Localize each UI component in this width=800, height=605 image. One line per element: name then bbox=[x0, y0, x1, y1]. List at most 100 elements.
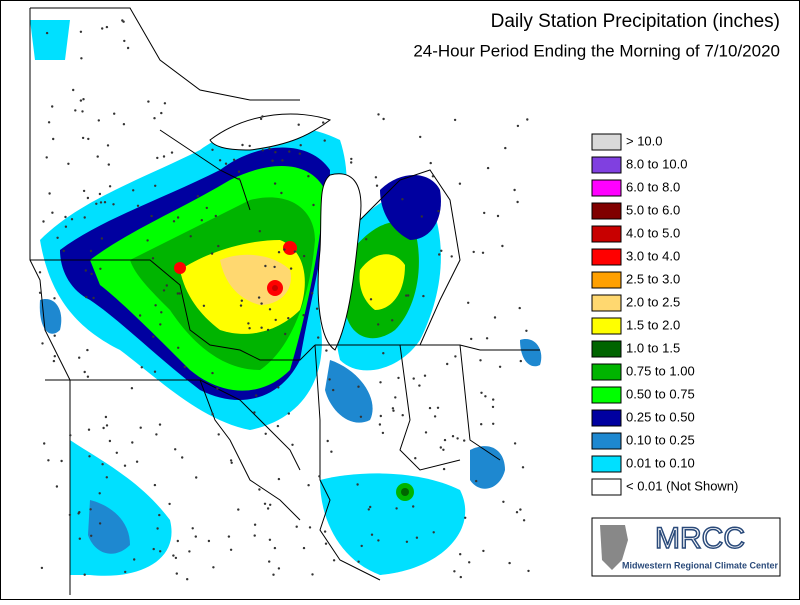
station-dot bbox=[106, 144, 110, 147]
station-dot bbox=[89, 508, 92, 511]
station-dot bbox=[108, 185, 112, 188]
station-dot bbox=[315, 307, 319, 310]
station-dot bbox=[150, 214, 153, 218]
station-dot bbox=[207, 539, 211, 543]
station-dot bbox=[261, 115, 264, 118]
station-dot bbox=[53, 334, 56, 337]
station-dot bbox=[324, 542, 328, 545]
station-dot bbox=[67, 162, 70, 165]
legend-swatch bbox=[591, 363, 622, 381]
station-dot bbox=[367, 508, 370, 511]
station-dot bbox=[154, 184, 157, 187]
station-dot bbox=[453, 118, 457, 122]
station-dot bbox=[359, 415, 363, 418]
logo-map bbox=[600, 525, 628, 570]
station-dot bbox=[48, 192, 51, 195]
station-dot bbox=[237, 508, 240, 511]
station-dot bbox=[147, 100, 150, 103]
station-dot bbox=[271, 159, 274, 162]
station-dot bbox=[496, 214, 500, 218]
station-dot bbox=[64, 225, 68, 228]
station-dot bbox=[210, 252, 214, 255]
station-dot bbox=[392, 409, 395, 412]
station-dot bbox=[158, 423, 162, 426]
station-dot bbox=[191, 527, 194, 530]
station-dot bbox=[492, 398, 495, 401]
station-dot bbox=[78, 537, 82, 540]
legend-label: 6.0 to 8.0 bbox=[626, 179, 680, 194]
station-dot bbox=[273, 265, 276, 269]
station-dot bbox=[138, 314, 142, 317]
station-dot bbox=[436, 406, 440, 409]
station-dot bbox=[266, 507, 270, 510]
station-dot bbox=[175, 572, 178, 575]
station-dot bbox=[504, 146, 507, 150]
logo-name: MRCC bbox=[655, 522, 745, 555]
station-dot bbox=[86, 196, 90, 200]
station-dot bbox=[463, 439, 466, 442]
station-dot bbox=[45, 156, 48, 159]
station-dot bbox=[53, 297, 56, 300]
station-dot bbox=[123, 464, 127, 467]
station-dot bbox=[123, 39, 126, 43]
station-dot bbox=[442, 467, 446, 471]
station-dot bbox=[422, 294, 425, 298]
station-dot bbox=[230, 461, 233, 464]
station-dot bbox=[205, 206, 208, 210]
station-dot bbox=[217, 433, 220, 436]
station-dot bbox=[78, 356, 81, 359]
station-dot bbox=[501, 244, 504, 248]
station-dot bbox=[38, 271, 42, 274]
station-dot bbox=[154, 304, 157, 307]
station-dot bbox=[87, 137, 90, 141]
station-dot bbox=[391, 319, 394, 322]
station-dot bbox=[52, 359, 56, 363]
station-dot bbox=[332, 559, 336, 562]
station-dot bbox=[202, 304, 206, 307]
station-dot bbox=[104, 415, 108, 419]
station-dot bbox=[480, 423, 483, 426]
station-dot bbox=[47, 121, 51, 124]
station-dot bbox=[515, 511, 519, 514]
station-dot bbox=[268, 538, 272, 541]
station-dot bbox=[122, 20, 125, 23]
legend-swatch bbox=[591, 248, 622, 266]
station-dot bbox=[139, 426, 142, 429]
station-dot bbox=[369, 298, 373, 301]
station-dot bbox=[232, 158, 236, 161]
station-dot bbox=[89, 249, 93, 253]
station-dot bbox=[257, 296, 261, 299]
station-dot bbox=[86, 375, 90, 378]
station-dot bbox=[174, 448, 177, 451]
station-dot bbox=[80, 57, 83, 60]
station-dot bbox=[516, 124, 520, 128]
legend-label: 5.0 to 6.0 bbox=[626, 202, 680, 217]
station-dot bbox=[156, 156, 159, 160]
legend-label: 0.25 to 0.50 bbox=[626, 409, 695, 424]
legend-label: 0.75 to 1.00 bbox=[626, 363, 695, 378]
station-dot bbox=[268, 308, 272, 311]
station-dot bbox=[418, 384, 421, 387]
station-dot bbox=[176, 216, 180, 219]
station-dot bbox=[283, 248, 286, 251]
station-dot bbox=[85, 295, 88, 299]
station-dot bbox=[479, 359, 482, 362]
station-dot bbox=[480, 391, 483, 394]
station-dot bbox=[156, 527, 159, 530]
station-dot bbox=[124, 570, 127, 574]
station-dot bbox=[356, 483, 359, 486]
station-dot bbox=[432, 531, 435, 534]
station-dot bbox=[131, 441, 134, 444]
station-dot bbox=[281, 159, 284, 162]
station-dot bbox=[51, 211, 54, 214]
station-dot bbox=[377, 539, 380, 542]
station-dot bbox=[485, 337, 489, 340]
station-dot bbox=[135, 460, 139, 463]
station-dot bbox=[240, 299, 243, 302]
station-dot bbox=[163, 102, 167, 105]
station-dot bbox=[264, 432, 267, 435]
station-dot bbox=[253, 411, 256, 414]
station-dot bbox=[183, 365, 187, 369]
station-dot bbox=[97, 119, 101, 122]
station-dot bbox=[55, 485, 59, 488]
